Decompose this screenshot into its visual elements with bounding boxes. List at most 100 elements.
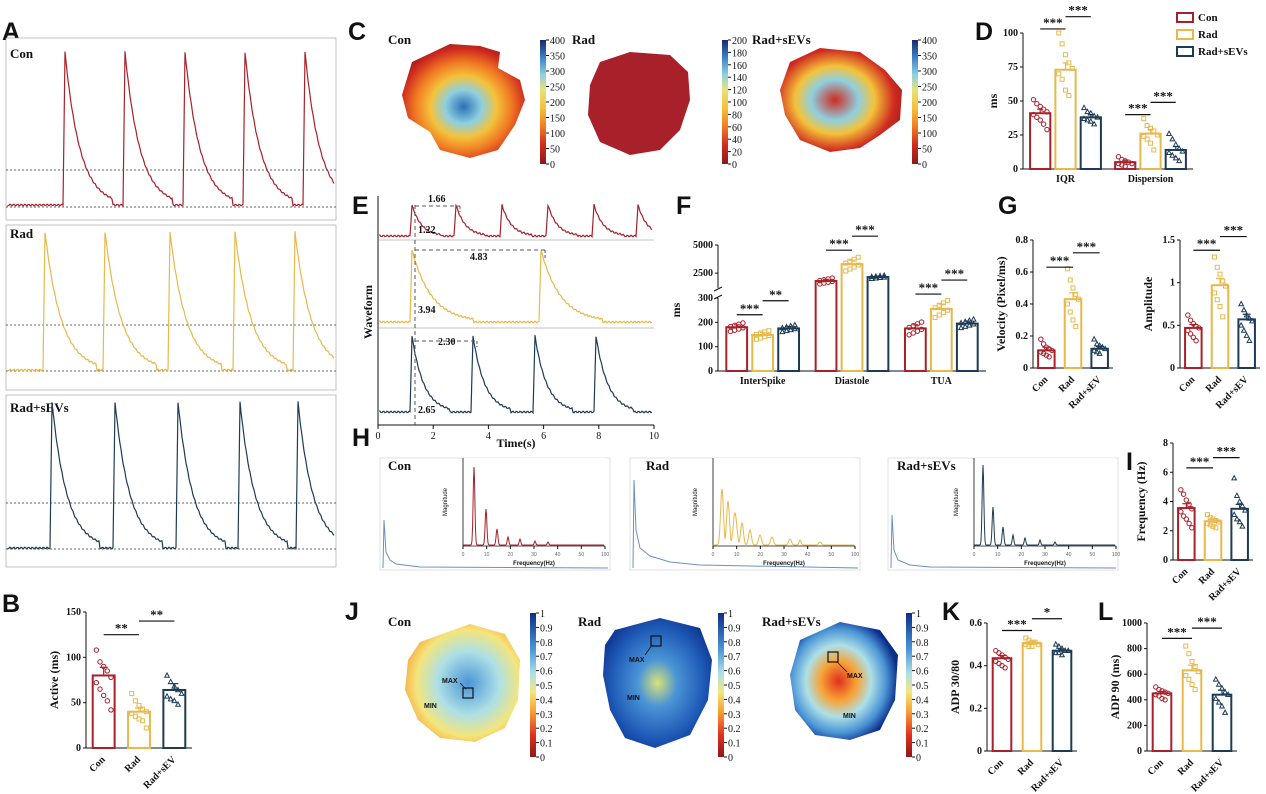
y-tick-label: 0 [1013, 164, 1018, 175]
data-point [1125, 159, 1132, 165]
data-point [1154, 132, 1160, 138]
x-tick-label: Con [1177, 374, 1198, 395]
y-tick-label: 0.2 [970, 703, 983, 714]
h-radsev-xlabel: Frequency(Hz) [1024, 561, 1066, 567]
data-point [1187, 331, 1194, 337]
x-tick-label: 40 [1066, 552, 1072, 558]
data-point [1169, 151, 1176, 158]
map-j-con [405, 624, 520, 742]
sig-label: *** [1007, 616, 1027, 631]
chart-f: 010020030025005000msInterSpike*****Diast… [669, 222, 986, 387]
y-tick-label: 200 [1127, 720, 1142, 731]
data-point [143, 725, 149, 731]
data-point [970, 315, 977, 322]
e-radsev-start: 2.65 [418, 405, 436, 416]
x-tick-label: Rad [1176, 757, 1197, 778]
sig-label: *** [945, 266, 965, 281]
trace-a-radsev [7, 401, 335, 550]
data-point [1189, 525, 1195, 531]
data-point [1063, 52, 1068, 58]
y-tick-label: 6 [1163, 467, 1168, 478]
data-point [1186, 651, 1192, 657]
sig-label: *** [1128, 101, 1148, 116]
data-point [1215, 698, 1223, 705]
map-j-radsev [790, 622, 898, 740]
y-tick-label: 0.5 [1163, 320, 1176, 331]
cbar-tick-label: 50 [550, 145, 560, 156]
data-point [1063, 87, 1068, 93]
panel-h-rad: Rad Magnitude Frequency(Hz) 0 10 20 30 40 50 1… [629, 457, 861, 571]
y-axis-label: Amplitude [1141, 276, 1155, 331]
bar-Rad+sEV [1051, 649, 1073, 753]
data-point [1076, 296, 1082, 302]
map-c-rad [588, 52, 690, 155]
bar-Rad+sEVs-TUA [955, 322, 979, 372]
data-point [758, 335, 764, 341]
x-tick-label: 40 [805, 552, 811, 558]
data-point [1069, 65, 1075, 71]
y-axis-label: ADP 30/80 [948, 660, 962, 714]
x-tick-label: 8 [596, 431, 601, 442]
data-point [1067, 309, 1073, 315]
x-tick-label: Con [87, 754, 108, 775]
y-tick-label: 0 [1163, 555, 1168, 566]
x-tick-label: TUA [931, 376, 953, 387]
cbar-tick-label: 0.8 [540, 638, 553, 649]
trace-a-con [7, 51, 335, 208]
data-point [1040, 350, 1047, 357]
x-tick-label: 50 [1090, 552, 1096, 558]
data-point [1037, 117, 1043, 123]
data-point [872, 272, 880, 279]
x-tick-label: Rad+sEV [1189, 757, 1227, 794]
data-point [1179, 147, 1186, 154]
data-point [1210, 523, 1216, 529]
x-tick-label: 6 [541, 431, 546, 442]
data-point [1238, 321, 1245, 328]
data-point [783, 327, 790, 334]
x-tick-label: Rad [1057, 374, 1078, 395]
data-point [1207, 522, 1213, 528]
data-point [1239, 502, 1246, 509]
y-tick-label: 50 [1008, 96, 1018, 107]
cbar-tick-label: 0 [550, 160, 555, 171]
data-point [1162, 689, 1168, 695]
bar-Rad+sEVs-Diastole [866, 276, 890, 372]
data-point [847, 266, 853, 272]
cbar-tick-label: 80 [732, 110, 742, 121]
bar-Rad+sEVs-InterSpike [777, 327, 801, 372]
data-point [1119, 162, 1125, 168]
cbar-tick-label: 0.5 [728, 681, 741, 692]
x-tick-label: 40 [555, 552, 561, 558]
data-point [1115, 154, 1122, 160]
e-xlabel: Time(s) [496, 436, 535, 450]
cbar-tick-label: 400 [550, 36, 565, 47]
panel-label-C: C [348, 18, 366, 46]
cbar-tick-label: 0.7 [728, 652, 741, 663]
data-point [1002, 665, 1008, 671]
data-point [1189, 658, 1195, 664]
y-tick-label: 300 [698, 293, 713, 304]
data-point [1070, 317, 1076, 323]
data-point [787, 322, 794, 329]
data-point [1080, 115, 1088, 121]
data-point [1129, 160, 1135, 167]
data-point [1091, 112, 1098, 119]
data-point [1231, 511, 1238, 517]
data-point [1115, 160, 1122, 167]
data-point [1156, 693, 1162, 699]
cbar-tick-label: 0.2 [916, 724, 929, 735]
h-con-ylabel: Magnitude [443, 487, 449, 516]
j-con-min: MIN [424, 703, 437, 710]
data-point [1218, 684, 1226, 691]
legend-rad: Rad [1198, 29, 1218, 41]
x-tick-label: 30 [531, 552, 537, 558]
panel-j-rad-label: Rad [578, 614, 602, 629]
data-point [1055, 649, 1063, 656]
cbar-tick-label: 300 [922, 67, 937, 78]
data-point [1193, 337, 1199, 344]
colorbar-c3: 400 350 300 250 200 150 100 50 0 [912, 36, 937, 171]
data-point [1159, 695, 1165, 702]
data-point [104, 668, 111, 674]
